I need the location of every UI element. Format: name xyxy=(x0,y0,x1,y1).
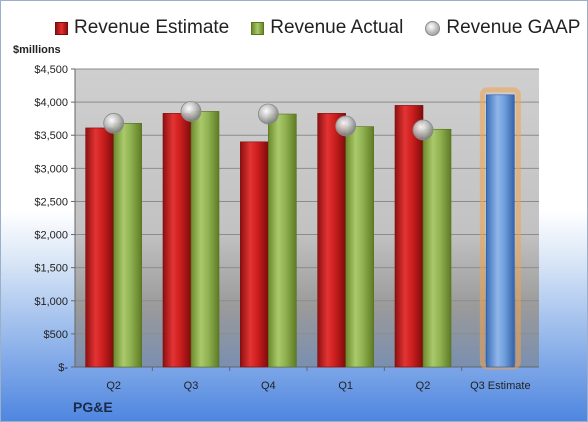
company-name: PG&E xyxy=(73,399,113,415)
y-tick-label: $1,500 xyxy=(34,263,68,275)
legend-swatch-actual xyxy=(251,21,265,35)
legend-item-actual: Revenue Actual xyxy=(251,17,403,39)
bar-revenue-actual xyxy=(422,128,452,368)
legend-label-actual: Revenue Actual xyxy=(270,17,404,38)
y-tick-label: $4,000 xyxy=(34,97,68,109)
bar-revenue-estimate xyxy=(317,113,346,368)
legend-marker-gaap xyxy=(425,20,441,36)
legend-label-estimate: Revenue Estimate xyxy=(74,17,230,38)
chart-legend: Revenue Estimate Revenue Actual Revenue … xyxy=(55,15,580,41)
x-tick-label: Q2 xyxy=(106,380,121,392)
plot-area xyxy=(75,69,539,367)
y-tick-label: $1,000 xyxy=(34,296,68,308)
bar-revenue-estimate xyxy=(162,113,192,368)
marker-revenue-gaap xyxy=(335,115,357,137)
bar-revenue-actual xyxy=(190,111,220,368)
bar-revenue-estimate xyxy=(85,127,114,368)
x-tick-label: Q1 xyxy=(338,380,353,392)
y-tick-label: $3,500 xyxy=(34,130,68,142)
x-tick-label: Q3 Estimate xyxy=(470,380,531,392)
y-tick-label: $500 xyxy=(44,329,68,341)
bar-revenue-actual xyxy=(268,113,297,368)
marker-revenue-gaap xyxy=(412,119,434,141)
marker-revenue-gaap xyxy=(257,103,279,125)
bar-revenue-estimate xyxy=(240,141,269,368)
x-tick-label: Q3 xyxy=(184,380,199,392)
x-tick-label: Q2 xyxy=(416,380,431,392)
legend-label-gaap: Revenue GAAP xyxy=(446,17,581,38)
legend-swatch-estimate xyxy=(55,21,68,35)
legend-item-estimate: Revenue Estimate xyxy=(55,17,229,39)
x-tick-label: Q4 xyxy=(261,380,276,392)
y-tick-label: $4,500 xyxy=(34,64,68,76)
y-tick-label: $2,000 xyxy=(34,230,68,242)
bar-revenue-actual xyxy=(345,126,374,368)
y-tick-label: $- xyxy=(58,362,68,374)
bar-q3-estimate xyxy=(486,94,515,368)
y-tick-label: $2,500 xyxy=(34,196,68,208)
y-axis-unit-label: $millions xyxy=(13,44,61,56)
marker-revenue-gaap xyxy=(180,100,202,122)
y-tick-label: $3,000 xyxy=(34,163,68,175)
marker-revenue-gaap xyxy=(103,112,125,134)
bar-revenue-estimate xyxy=(394,105,424,368)
legend-item-gaap: Revenue GAAP xyxy=(425,17,580,39)
bar-revenue-actual xyxy=(113,123,142,368)
